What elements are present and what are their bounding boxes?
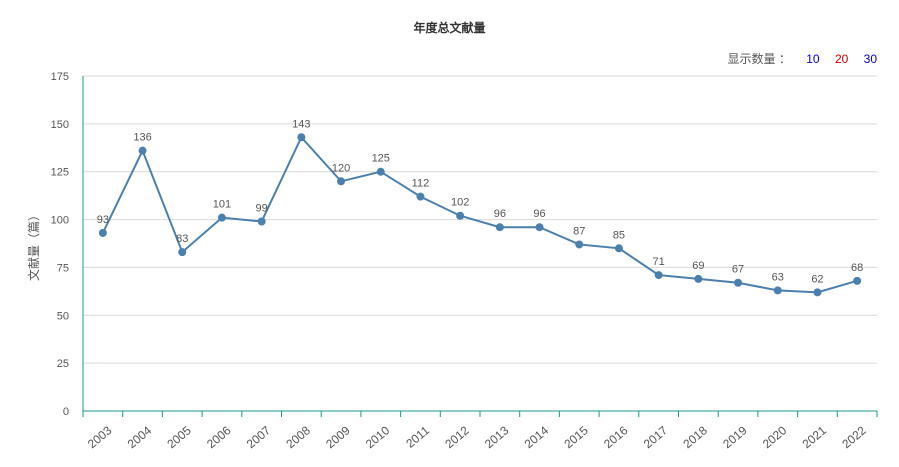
y-tick-label: 50: [57, 310, 69, 322]
x-axis-ticks: 2003 2004 2005 2006 2007 2008 2009 2010 2011 2012…: [82, 411, 878, 451]
series-line: [101, 135, 858, 294]
x-tick-label: 2010: [363, 423, 393, 451]
x-tick-label: 2021: [800, 423, 830, 451]
y-tick-label: 175: [51, 71, 69, 83]
x-tick-label: 2005: [164, 423, 194, 451]
data-point: [138, 146, 147, 155]
data-label: 136: [133, 132, 151, 144]
data-point: [257, 217, 266, 226]
data-label: 68: [851, 262, 863, 274]
data-point: [376, 167, 385, 176]
display-count-selector: 显示数量 ： 10 20 30: [728, 50, 877, 67]
data-label: 96: [533, 208, 545, 220]
display-count-option-30[interactable]: 30: [863, 52, 877, 66]
data-label: 101: [213, 199, 231, 211]
x-tick-label: 2009: [323, 423, 353, 451]
x-tick-label: 2013: [482, 423, 512, 451]
data-point: [575, 240, 584, 249]
x-tick-label: 2006: [204, 423, 234, 451]
x-tick-label: 2019: [720, 423, 750, 451]
x-tick-label: 2020: [760, 423, 790, 451]
data-label: 69: [692, 260, 704, 272]
axes: [82, 76, 877, 412]
data-label: 87: [573, 225, 585, 237]
data-point: [297, 133, 306, 142]
data-label: 62: [811, 273, 823, 285]
data-label: 93: [97, 214, 109, 226]
data-point: [734, 278, 743, 287]
data-point: [178, 248, 187, 257]
data-label: 99: [256, 202, 268, 214]
data-point: [98, 228, 107, 237]
y-tick-label: 125: [51, 167, 69, 179]
data-label: 71: [653, 256, 665, 268]
data-label: 112: [412, 178, 430, 190]
data-point: [337, 177, 346, 186]
display-count-label: 显示数量 ：: [727, 52, 791, 66]
data-point: [853, 276, 862, 285]
x-tick-label: 2018: [680, 423, 710, 451]
data-point: [217, 213, 226, 222]
x-tick-label: 2011: [403, 423, 432, 451]
y-tick-label: 25: [57, 358, 69, 370]
data-point: [416, 192, 425, 201]
data-label: 102: [451, 197, 469, 209]
data-point: [694, 274, 703, 283]
data-point: [495, 223, 504, 232]
data-point: [813, 288, 822, 297]
y-axis-ticks: 0 25 50 75 100 125 150 175: [51, 71, 69, 418]
x-tick-label: 2015: [561, 423, 591, 451]
data-label: 120: [332, 162, 350, 174]
data-point: [773, 286, 782, 295]
data-label: 85: [613, 229, 625, 241]
x-tick-label: 2007: [244, 423, 274, 451]
y-axis-label: 文献量（篇）: [26, 209, 41, 281]
data-point: [614, 244, 623, 253]
data-label: 67: [732, 264, 744, 276]
grid-lines: [83, 75, 877, 364]
data-point: [654, 271, 663, 280]
x-tick-label: 2003: [85, 423, 115, 451]
data-point: [456, 211, 465, 220]
data-label: 125: [372, 153, 390, 165]
y-tick-label: 0: [63, 406, 69, 418]
y-tick-label: 75: [57, 262, 69, 274]
series: [98, 133, 862, 297]
display-count-option-10[interactable]: 10: [806, 52, 820, 66]
x-tick-label: 2016: [601, 423, 631, 451]
data-label: 96: [494, 208, 506, 220]
display-count-option-20[interactable]: 20: [834, 52, 849, 66]
x-tick-label: 2022: [839, 423, 869, 451]
chart-title: 年度总文献量: [413, 21, 486, 35]
y-tick-label: 150: [51, 119, 69, 131]
data-labels: 93 136 83 101 99 143 120 125 112 102 96 96 87 85 71 69 6…: [97, 118, 864, 285]
data-label: 143: [292, 118, 310, 130]
x-tick-label: 2004: [125, 423, 155, 451]
x-tick-label: 2014: [522, 423, 552, 451]
y-tick-label: 100: [51, 215, 69, 227]
x-tick-label: 2012: [442, 423, 472, 451]
data-point: [535, 223, 544, 232]
data-label: 63: [772, 271, 784, 283]
x-tick-label: 2017: [641, 423, 671, 451]
data-label: 83: [176, 233, 188, 245]
x-tick-label: 2008: [283, 423, 313, 451]
